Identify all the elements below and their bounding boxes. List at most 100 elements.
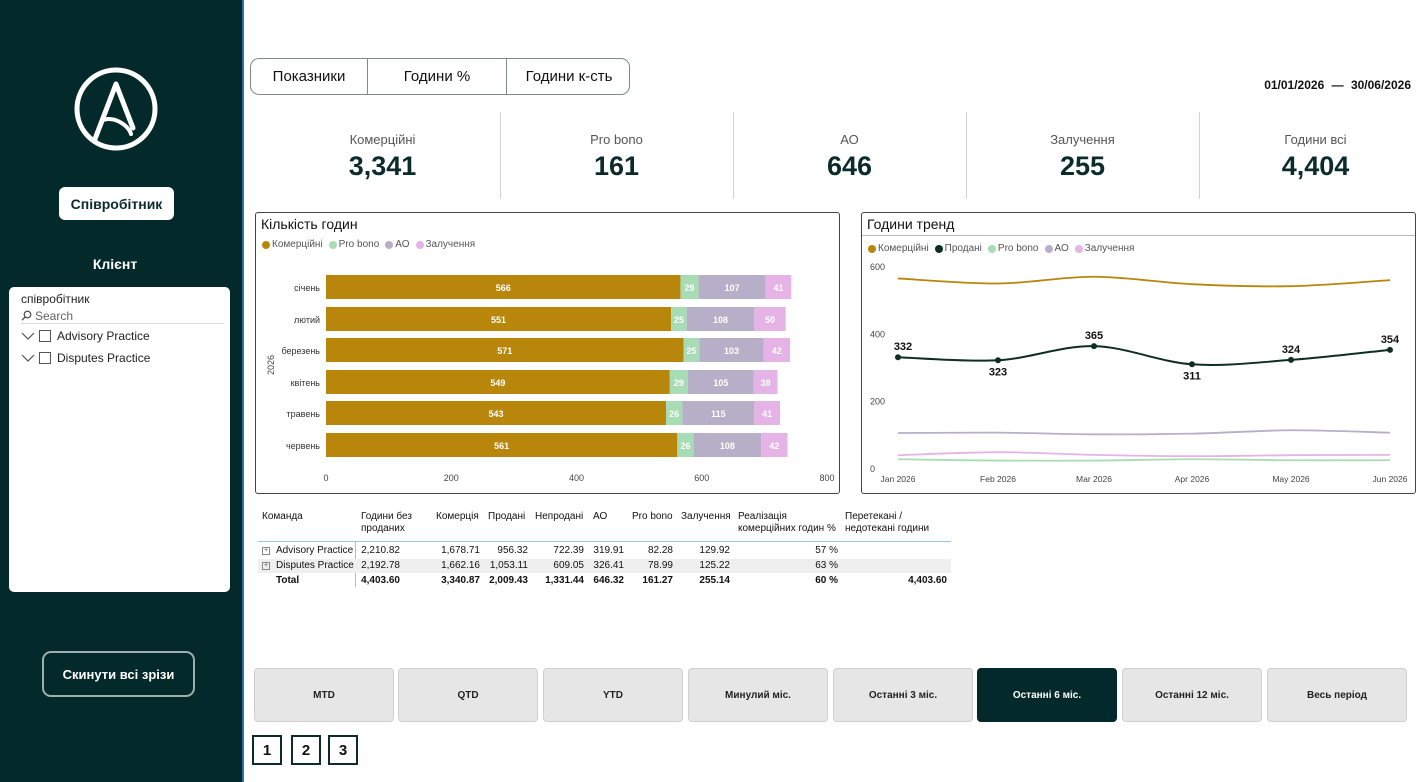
table-header[interactable]: Pro bono [632,511,673,523]
legend-item[interactable]: Комерційні [868,243,929,254]
bar-segment[interactable] [699,338,764,362]
legend-item[interactable]: Комерційні [262,239,323,250]
period-button[interactable]: QTD [398,668,538,722]
employee-button[interactable]: Співробітник [59,187,174,220]
legend-item[interactable]: АО [1044,243,1069,254]
table-header-line: АО [593,511,608,522]
table-header[interactable]: Реалізація комерційних годин % [738,511,836,535]
line-series[interactable] [897,451,1391,458]
bar-segment[interactable] [693,433,762,457]
line-series[interactable] [897,458,1391,462]
legend-item[interactable]: АО [385,239,410,250]
bar-segment[interactable] [765,275,792,299]
line-point[interactable] [1189,361,1195,368]
legend-item[interactable]: Залучення [415,239,476,250]
bar-segment[interactable] [326,275,681,299]
bar-segment[interactable] [326,401,667,425]
bar-segment[interactable] [763,338,791,362]
line-series[interactable] [897,429,1391,436]
tab-indicators[interactable]: Показники [251,59,368,94]
table-cell: 722.39 [553,545,584,556]
period-button[interactable]: MTD [254,668,394,722]
legend-label: АО [395,239,410,250]
bar-segment[interactable] [687,370,754,394]
table-header[interactable]: Перетекані / недотекані години [845,511,929,535]
legend-item[interactable]: Pro bono [328,239,379,250]
legend-label: Залучення [425,239,476,250]
checkbox[interactable] [39,330,51,342]
bar-category-label: квітень [291,378,321,388]
table-header[interactable]: Залучення [681,511,731,523]
bar-data-label: 41 [773,283,783,293]
table-cell: 4,403.60 [361,575,400,586]
bar-segment[interactable] [326,338,684,362]
line-point[interactable] [1288,356,1294,363]
table-header[interactable]: Комерція [436,511,479,523]
table-header[interactable]: АО [593,511,607,523]
line-x-tick: Jun 2026 [1373,474,1408,484]
legend-item[interactable]: Продані [934,243,982,254]
period-button[interactable]: Весь період [1267,668,1407,722]
bar-segment[interactable] [671,307,687,331]
bar-segment[interactable] [753,370,778,394]
expand-icon[interactable]: + [262,547,270,555]
page-button-3[interactable]: 3 [328,735,358,765]
bar-segment[interactable] [698,275,766,299]
bar-segment[interactable] [761,433,788,457]
client-label: Клієнт [92,256,138,272]
bar-data-label: 25 [674,315,684,325]
bar-segment[interactable] [669,370,688,394]
period-button[interactable]: Останні 12 міс. [1122,668,1262,722]
table-cell: 1,331.44 [545,575,584,586]
table-row[interactable] [258,559,951,573]
period-button[interactable]: Минулий міс. [688,668,828,722]
bar-segment[interactable] [754,307,786,331]
chevron-down-icon[interactable] [21,331,35,341]
period-button[interactable]: Останні 6 міс. [977,668,1117,722]
legend-label: Продані [944,243,982,254]
slicer-item-advisory[interactable]: Advisory Practice [21,327,150,345]
page-button-1[interactable]: 1 [252,735,282,765]
legend-item[interactable]: Pro bono [987,243,1039,254]
slicer-item-disputes[interactable]: Disputes Practice [21,349,150,367]
line-point[interactable] [1387,346,1393,353]
page-button-2[interactable]: 2 [291,735,321,765]
reset-filters-button[interactable]: Скинути всі зрізи [42,651,195,697]
table-cell: 1,053.11 [489,560,528,571]
expand-icon[interactable]: + [262,562,270,570]
checkbox[interactable] [39,352,51,364]
chevron-down-icon[interactable] [21,353,35,363]
bar-segment[interactable] [326,370,670,394]
bar-segment[interactable] [326,433,678,457]
table-header[interactable]: Години без проданих [361,511,412,535]
line-series[interactable] [897,345,1391,366]
bar-segment[interactable] [677,433,694,457]
table-header[interactable]: Команда [262,511,303,523]
table-header[interactable]: Продані [488,511,525,523]
bar-segment[interactable] [754,401,781,425]
bar-segment[interactable] [682,401,755,425]
line-point[interactable] [895,354,901,361]
line-series[interactable] [897,275,1391,288]
bar-data-label: 561 [494,441,509,451]
bar-segment[interactable] [686,307,755,331]
table-header-line: Команда [262,511,303,522]
tab-hours-count[interactable]: Години к-сть [525,68,613,85]
bar-segment[interactable] [680,275,699,299]
bar-data-label: 42 [769,441,779,451]
bar-segment[interactable] [666,401,683,425]
period-button[interactable]: YTD [543,668,683,722]
table-cell: 3,340.87 [441,575,480,586]
table-cell: 129.92 [699,545,730,556]
legend-item[interactable]: Залучення [1074,243,1134,254]
bar-chart-plot: січень 566 29 107 41 лютий 551 25 108 50 березень 5… [266,275,835,483]
tab-hours-percent[interactable]: Години % [368,59,507,94]
bar-segment[interactable] [326,307,672,331]
period-button[interactable]: Останні 3 міс. [833,668,973,722]
bar-segment[interactable] [683,338,700,362]
bar-category-label: червень [286,441,320,451]
table-header[interactable]: Непродані [535,511,583,523]
slicer-search[interactable]: Search [21,308,224,324]
line-point[interactable] [995,357,1001,364]
line-point[interactable] [1091,343,1097,350]
